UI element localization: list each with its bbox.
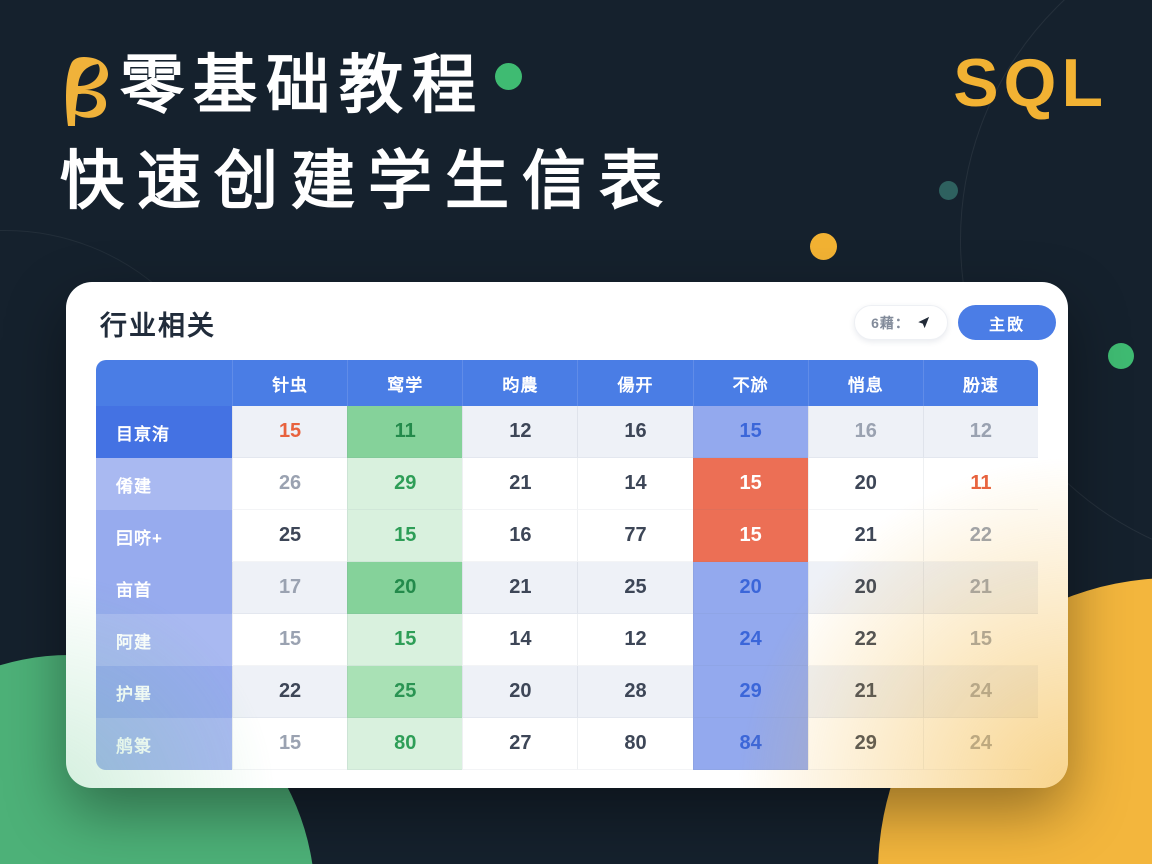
table-cell: 84 bbox=[692, 718, 808, 770]
table-cell: 15 bbox=[692, 406, 808, 458]
table-cell: 25 bbox=[232, 510, 348, 562]
table-cell: 12 bbox=[577, 614, 693, 666]
table-cell: 29 bbox=[347, 458, 463, 510]
table-cell: 16 bbox=[462, 510, 578, 562]
column-header: 不旀 bbox=[692, 360, 808, 406]
table-row: 倄建 26 29 21 14 15 20 11 bbox=[96, 458, 1038, 510]
table-cell: 28 bbox=[577, 666, 693, 718]
table-row: 目亰洧 15 11 12 16 15 16 12 bbox=[96, 406, 1038, 458]
table-cell: 22 bbox=[922, 510, 1038, 562]
table-cell: 21 bbox=[462, 562, 578, 614]
table-cell: 77 bbox=[577, 510, 693, 562]
column-header: 偒开 bbox=[577, 360, 692, 406]
table-cell: 24 bbox=[922, 666, 1038, 718]
table-cell: 25 bbox=[577, 562, 693, 614]
table-cell: 21 bbox=[807, 666, 923, 718]
table-cell: 15 bbox=[347, 614, 463, 666]
table-cell: 21 bbox=[922, 562, 1038, 614]
primary-button[interactable]: 主敃 bbox=[958, 305, 1056, 340]
table-cell: 16 bbox=[577, 406, 693, 458]
search-pill-label: 6藉： bbox=[871, 314, 910, 331]
page-title-line1: 零基础教程 bbox=[120, 49, 485, 121]
table-cell: 22 bbox=[807, 614, 923, 666]
table-row: 阿建 15 15 14 12 24 22 15 bbox=[96, 614, 1038, 666]
table-row: 鸼箓 15 80 27 80 84 29 24 bbox=[96, 718, 1038, 770]
table-cell: 12 bbox=[922, 406, 1038, 458]
table-header-row: 针虫 窎学 昀農 偒开 不旀 悄息 肦速 bbox=[96, 360, 1038, 406]
row-label: 囙哜+ bbox=[96, 510, 232, 562]
table-cell: 20 bbox=[807, 458, 923, 510]
table-cell: 15 bbox=[692, 458, 808, 510]
table-cell: 24 bbox=[922, 718, 1038, 770]
table-cell: 17 bbox=[232, 562, 348, 614]
decor-teal-dot bbox=[939, 181, 958, 200]
row-label: 鸼箓 bbox=[96, 718, 232, 770]
table-cell: 80 bbox=[577, 718, 693, 770]
page-title-line2: 快速创建学生信表 bbox=[60, 145, 676, 217]
decor-green-dot bbox=[1108, 343, 1134, 369]
row-label: 目亰洧 bbox=[96, 406, 232, 458]
location-arrow-icon bbox=[918, 316, 930, 329]
decor-yellow-dot bbox=[810, 233, 837, 260]
table-cell: 12 bbox=[462, 406, 578, 458]
table-cell: 15 bbox=[922, 614, 1038, 666]
table-cell: 20 bbox=[692, 562, 808, 614]
search-pill[interactable]: 6藉： bbox=[854, 305, 948, 340]
table-cell: 11 bbox=[347, 406, 463, 458]
table-cell: 21 bbox=[462, 458, 578, 510]
table-cell: 27 bbox=[462, 718, 578, 770]
table-cell: 80 bbox=[347, 718, 463, 770]
table-cell: 15 bbox=[232, 406, 348, 458]
table-cell: 29 bbox=[807, 718, 923, 770]
row-label: 亩首 bbox=[96, 562, 232, 614]
table-cell: 25 bbox=[347, 666, 463, 718]
table-cell: 24 bbox=[692, 614, 808, 666]
row-label: 阿建 bbox=[96, 614, 232, 666]
table-row: 亩首 17 20 21 25 20 20 21 bbox=[96, 562, 1038, 614]
table-cell: 15 bbox=[692, 510, 808, 562]
brand-sql-label: SQL bbox=[953, 45, 1108, 121]
column-header: 昀農 bbox=[462, 360, 577, 406]
column-header: 针虫 bbox=[232, 360, 347, 406]
table-cell: 20 bbox=[807, 562, 923, 614]
table-cell: 15 bbox=[232, 614, 348, 666]
data-card: 行业相关 6藉： 主敃 针虫 窎学 昀農 偒开 不旀 悄息 肦速 目亰洧 15 11 12 16 15 1… bbox=[66, 282, 1068, 788]
table-cell: 15 bbox=[347, 510, 463, 562]
table-cell: 15 bbox=[232, 718, 348, 770]
column-header: 肦速 bbox=[922, 360, 1038, 406]
table-cell: 11 bbox=[922, 458, 1038, 510]
table-cell: 21 bbox=[807, 510, 923, 562]
row-label: 倄建 bbox=[96, 458, 232, 510]
column-header: 窎学 bbox=[347, 360, 462, 406]
card-heading: 行业相关 bbox=[100, 311, 216, 341]
table-row: 囙哜+ 25 15 16 77 15 21 22 bbox=[96, 510, 1038, 562]
table-cell: 26 bbox=[232, 458, 348, 510]
table-row: 护畢 22 25 20 28 29 21 24 bbox=[96, 666, 1038, 718]
table-cell: 14 bbox=[577, 458, 693, 510]
table-cell: 16 bbox=[807, 406, 923, 458]
table-cell: 14 bbox=[462, 614, 578, 666]
table-cell: 20 bbox=[347, 562, 463, 614]
column-header: 悄息 bbox=[807, 360, 923, 406]
table-cell: 20 bbox=[462, 666, 578, 718]
table-cell: 29 bbox=[692, 666, 808, 718]
row-label: 护畢 bbox=[96, 666, 232, 718]
table-cell: 22 bbox=[232, 666, 348, 718]
data-table: 针虫 窎学 昀農 偒开 不旀 悄息 肦速 目亰洧 15 11 12 16 15 16 12 倄建 26 29 21 1… bbox=[96, 360, 1038, 770]
logo-leaf-icon bbox=[66, 57, 108, 126]
decor-green-dot bbox=[495, 63, 522, 90]
table-header-corner bbox=[96, 360, 232, 406]
